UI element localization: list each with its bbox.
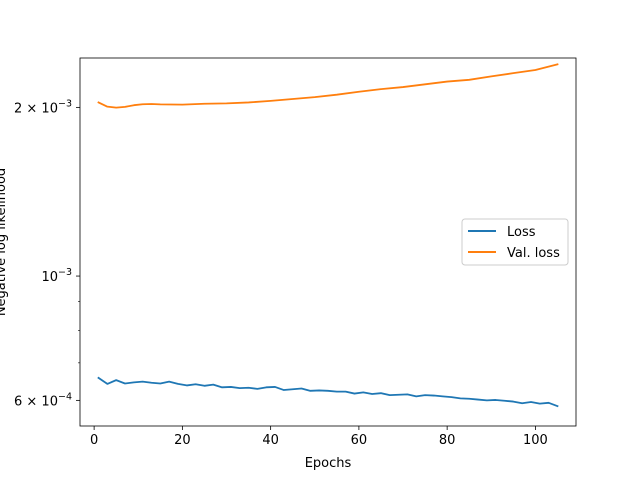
legend-label-loss: Loss <box>507 225 536 240</box>
plot-frame <box>79 57 577 427</box>
y-tick-label: 6 × 10−4 <box>14 391 72 409</box>
plot-lines <box>97 63 559 408</box>
y-axis-label: Negative log likelihood <box>0 168 9 316</box>
x-tick-label: 100 <box>523 433 548 448</box>
y-axis-ticks: 2 × 10−3 10−3 6 × 10−4 <box>14 98 80 409</box>
x-tick-label: 80 <box>439 433 456 448</box>
x-axis-ticks: 0 20 40 60 80 100 <box>90 426 548 448</box>
y-tick-label: 2 × 10−3 <box>14 98 72 116</box>
series-line-val-loss <box>97 63 559 109</box>
x-tick-label: 60 <box>351 433 368 448</box>
legend: Loss Val. loss <box>461 218 569 266</box>
x-tick-label: 40 <box>262 433 279 448</box>
series-line-loss <box>97 376 559 408</box>
x-tick-label: 20 <box>174 433 191 448</box>
x-axis-label: Epochs <box>305 456 352 471</box>
legend-label-val-loss: Val. loss <box>507 246 560 261</box>
y-tick-label: 10−3 <box>41 267 72 285</box>
x-tick-label: 0 <box>90 433 98 448</box>
